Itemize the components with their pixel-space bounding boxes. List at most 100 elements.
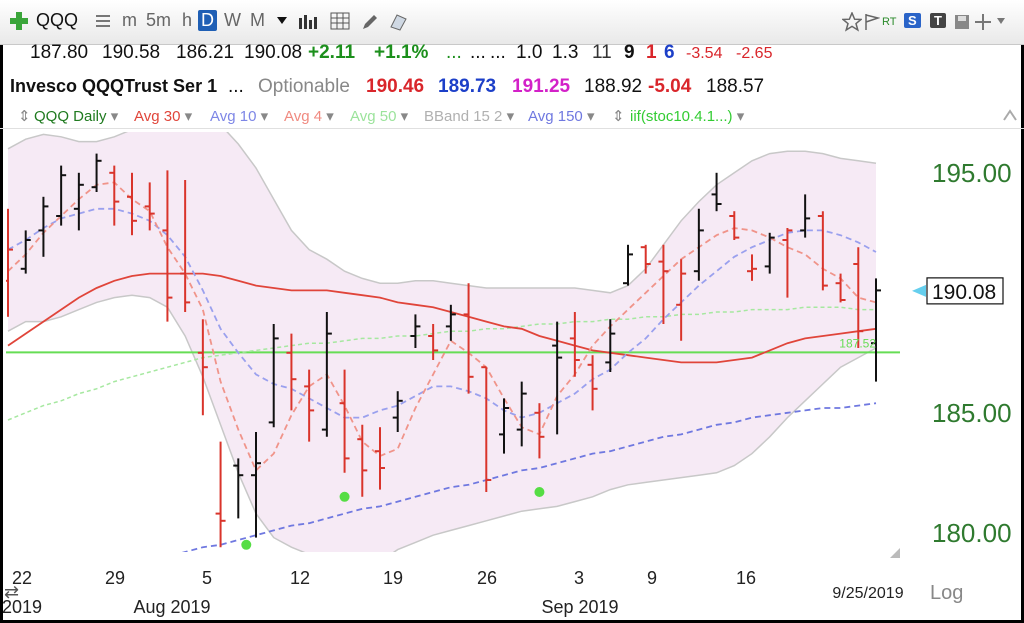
avg30-line [7, 272, 877, 364]
legend-item-avg50[interactable]: Avg 50 ▾ [350, 108, 409, 125]
ohlc-bar [463, 283, 474, 394]
ohlc-bar [144, 182, 155, 231]
dots-3: ... [490, 42, 506, 63]
count-4: 6 [664, 42, 675, 63]
diff-1: -3.54 [686, 45, 723, 62]
ohlc-bar [6, 208, 13, 317]
ohlc-bar [871, 278, 881, 382]
ohlc-bar [640, 244, 651, 274]
scroll-up-icon[interactable] [1002, 108, 1018, 122]
list-icon[interactable] [96, 14, 110, 28]
t-button[interactable]: T [930, 13, 946, 28]
avg50-line [7, 306, 876, 421]
ohlc-bar [729, 211, 740, 240]
avg10-line [7, 207, 877, 419]
ohlc-bar [764, 232, 775, 274]
interval-5m[interactable]: 5m [146, 10, 172, 30]
legend-item-avg30[interactable]: Avg 30 ▾ [134, 108, 193, 125]
star-icon[interactable] [842, 12, 862, 32]
close-value: 190.08 [244, 42, 303, 63]
x-tick-label: 26 [477, 568, 497, 588]
x-tick-label: 16 [736, 568, 756, 588]
ohlc-bar [835, 273, 846, 303]
ohlc-bar [853, 247, 864, 348]
ohlc-bar [321, 312, 332, 437]
add-symbol-icon[interactable] [8, 10, 30, 32]
count-2: 9 [624, 42, 635, 63]
count-1: 11 [592, 42, 612, 63]
ohlc-bar [91, 153, 102, 192]
interval-m[interactable]: m [122, 10, 137, 30]
bband-fill [8, 132, 876, 552]
legend-item-qqq-daily[interactable]: QQQ Daily ▾ [34, 108, 119, 125]
ohlc-bar [516, 381, 527, 447]
ohlc-bar [233, 458, 244, 519]
month-label: 2019 [2, 597, 42, 617]
bband-upper-line [7, 132, 877, 294]
legend-handle-icon[interactable]: ⇕ [18, 108, 31, 125]
fund-name: Invesco QQQTrust Ser 1 [10, 76, 218, 96]
month-label: Aug 2019 [133, 597, 210, 617]
chevron-down-icon[interactable] [996, 17, 1006, 25]
value-1: 1.0 [516, 42, 543, 63]
optionable-label: Optionable [258, 76, 350, 97]
signal-dot [534, 487, 545, 497]
grid-icon[interactable] [330, 12, 350, 30]
ohlc-bar [747, 254, 757, 281]
quote-line-1: 187.80 190.58 186.21 190.08 +2.11 +1.1% … [0, 42, 1024, 72]
legend-handle-icon-2[interactable]: ⇕ [612, 108, 625, 125]
ohlc-bar [410, 314, 421, 348]
x-tick-label: 3 [574, 568, 584, 588]
legend-item-avg150[interactable]: Avg 150 ▾ [528, 108, 595, 125]
ohlc-bar [817, 211, 828, 291]
price-6: 188.57 [706, 76, 765, 97]
count-3: 1 [646, 42, 657, 63]
price-1: 190.46 [366, 76, 425, 97]
avg150-line [181, 402, 877, 552]
ohlc-bar [304, 369, 315, 442]
legend-item-stoc[interactable]: iif(stoc10.4.1...) ▾ [630, 108, 745, 125]
x-tick-label: 5 [202, 568, 212, 588]
symbol-label[interactable]: QQQ [36, 10, 79, 30]
ohlc-bar [711, 172, 722, 212]
month-label: Sep 2019 [541, 597, 618, 617]
note-icon[interactable] [388, 12, 408, 32]
ohlc-bar [800, 194, 811, 238]
ohlc-bar [658, 244, 669, 324]
ohlc-bar [73, 172, 84, 231]
price-chart[interactable]: 187.52 195.00 185.00 180.00 190.08 22 29 5 12 19 2… [0, 128, 1024, 623]
bar-chart-icon[interactable] [298, 13, 318, 29]
move-icon[interactable] [974, 13, 992, 31]
ohlc-bar [445, 304, 456, 341]
dots-4: ... [228, 76, 244, 97]
ohlc-bar [481, 366, 492, 492]
legend-item-avg10[interactable]: Avg 10 ▾ [210, 108, 269, 125]
ohlc-bar [375, 427, 385, 490]
interval-d[interactable]: D [198, 10, 217, 31]
ohlc-bar [782, 228, 793, 298]
interval-mo[interactable]: M [250, 10, 265, 30]
ohlc-bar [109, 165, 120, 226]
chevron-down-icon[interactable] [276, 16, 288, 26]
legend-item-bband[interactable]: BBand 15 2 ▾ [424, 108, 515, 125]
flag-icon[interactable] [864, 13, 880, 31]
date-label: 9/25/2019 [832, 585, 903, 602]
save-icon[interactable] [954, 14, 970, 30]
ohlc-bar [587, 355, 598, 411]
interval-h[interactable]: h [182, 10, 193, 30]
price-5: -5.04 [648, 76, 692, 97]
ohlc-bar [127, 172, 137, 236]
interval-w[interactable]: W [224, 10, 241, 30]
change-value: +2.11 [308, 42, 356, 63]
indicator-legend: ⇕ QQQ Daily ▾ Avg 30 ▾ Avg 10 ▾ Avg 4 ▾ … [0, 104, 1024, 129]
refresh-icon[interactable]: ⇄ [4, 582, 19, 602]
ohlc-bar [534, 403, 545, 459]
rt-label[interactable]: RT [882, 16, 897, 28]
legend-item-avg4[interactable]: Avg 4 ▾ [284, 108, 334, 125]
log-scale-toggle[interactable]: Log [930, 582, 963, 604]
x-tick-label: 29 [105, 568, 125, 588]
pencil-icon[interactable] [360, 12, 380, 32]
s-button[interactable]: S [904, 13, 921, 28]
last-price-label: 190.08 [932, 281, 996, 304]
